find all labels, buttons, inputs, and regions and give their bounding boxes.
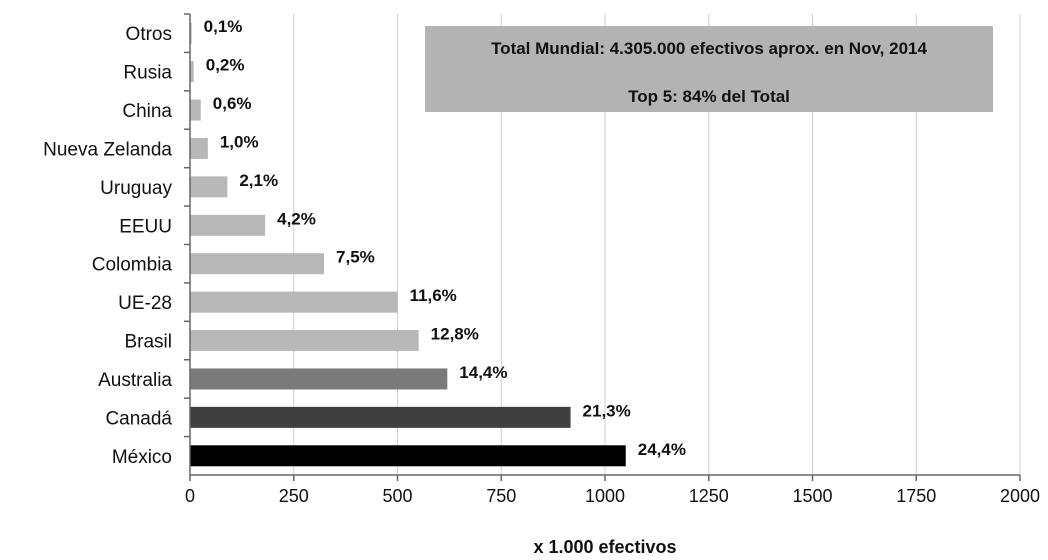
category-label: Australia xyxy=(98,370,172,391)
category-label: Colombia xyxy=(92,255,173,276)
category-label: China xyxy=(122,101,172,122)
category-label: EEUU xyxy=(119,216,172,237)
category-label: Canadá xyxy=(105,408,172,429)
data-label: 21,3% xyxy=(583,401,631,420)
bar xyxy=(190,22,192,44)
bars xyxy=(190,22,626,467)
bar xyxy=(190,330,419,352)
x-tick-label: 500 xyxy=(382,486,412,506)
category-label: Otros xyxy=(126,24,172,45)
bar xyxy=(190,291,398,313)
bar xyxy=(190,99,201,121)
data-label: 14,4% xyxy=(459,363,507,382)
x-tick-label: 750 xyxy=(486,486,516,506)
x-tick-label: 1000 xyxy=(585,486,625,506)
x-tick-label: 1250 xyxy=(689,486,729,506)
data-label: 0,2% xyxy=(206,56,245,75)
x-tick-label: 2000 xyxy=(1000,486,1040,506)
data-label: 0,6% xyxy=(213,94,252,113)
info-box-line-1: Total Mundial: 4.305.000 efectivos aprox… xyxy=(491,39,927,58)
x-tick-label: 0 xyxy=(185,486,195,506)
labels: 0 250 500 750 1000 1250 1500 1750 2000 Otros 0,1% R… xyxy=(43,13,1040,506)
info-box: Total Mundial: 4.305.000 efectivos aprox… xyxy=(425,26,993,112)
data-label: 11,6% xyxy=(410,286,457,305)
data-label: 7,5% xyxy=(336,248,375,267)
bar xyxy=(190,406,571,428)
info-box-line-2: Top 5: 84% del Total xyxy=(628,87,790,106)
data-label: 1,0% xyxy=(220,132,259,151)
bar xyxy=(190,214,266,236)
bar xyxy=(190,253,325,275)
x-axis-title: x 1.000 efectivos xyxy=(533,537,676,557)
x-tick-label: 250 xyxy=(279,486,309,506)
bar xyxy=(190,445,626,467)
x-tick-label: 1750 xyxy=(896,486,936,506)
data-label: 4,2% xyxy=(277,209,316,228)
data-label: 24,4% xyxy=(638,440,686,459)
category-label: UE-28 xyxy=(118,293,172,314)
x-tick-label: 1500 xyxy=(792,486,832,506)
category-label: Rusia xyxy=(123,63,172,84)
category-label: Uruguay xyxy=(100,178,172,199)
bar xyxy=(190,61,194,83)
data-label: 12,8% xyxy=(431,325,479,344)
category-label: Nueva Zelanda xyxy=(43,139,172,160)
bar xyxy=(190,368,448,390)
info-box-background xyxy=(425,26,993,112)
bar xyxy=(190,176,228,198)
bar xyxy=(190,137,208,159)
data-label: 0,1% xyxy=(204,17,243,36)
category-label: México xyxy=(112,447,172,468)
category-label: Brasil xyxy=(124,332,172,353)
data-label: 2,1% xyxy=(239,171,278,190)
